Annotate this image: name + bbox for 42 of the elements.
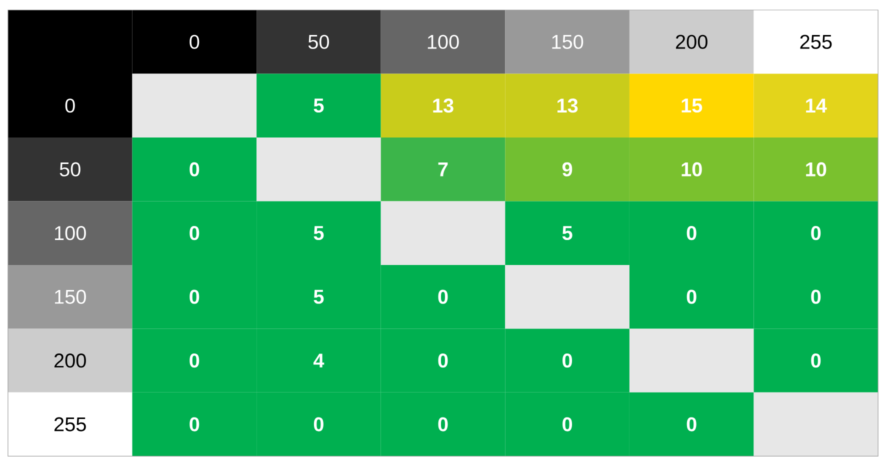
data-label: 0: [686, 290, 696, 304]
data-label: 9: [562, 162, 572, 176]
x-tick-label: 100: [428, 34, 459, 49]
y-tick-label: 50: [60, 162, 80, 176]
data-label: 15: [682, 98, 702, 113]
data-label: 0: [686, 417, 696, 432]
data-label: 0: [686, 226, 696, 240]
data-label: 10: [682, 162, 702, 176]
data-label: 4: [313, 354, 324, 368]
data-label: 0: [190, 290, 200, 304]
data-label: 0: [438, 290, 448, 304]
x-tick-label: 255: [800, 34, 832, 49]
data-label: 13: [433, 98, 454, 113]
x-tick-label: 200: [676, 34, 708, 49]
data-label: 0: [190, 226, 200, 240]
y-tick-label: 100: [55, 226, 86, 240]
y-tick-label: 255: [54, 417, 86, 432]
data-label: 14: [806, 98, 827, 112]
data-label: 0: [438, 417, 448, 432]
data-label: 0: [190, 354, 200, 368]
data-label: 0: [190, 162, 200, 176]
data-label: 0: [811, 290, 821, 304]
data-label: 0: [438, 354, 448, 368]
data-label: 5: [314, 98, 324, 113]
data-label: 0: [562, 417, 572, 432]
y-tick-label: 200: [54, 354, 86, 368]
data-label: 13: [557, 98, 578, 113]
data-label: 0: [562, 354, 572, 368]
data-label: 0: [314, 417, 324, 432]
data-label: 0: [811, 226, 821, 240]
x-tick-label: 150: [552, 34, 584, 49]
y-tick-label: 150: [55, 290, 86, 304]
x-tick-label: 0: [190, 34, 200, 49]
data-label: 0: [190, 417, 200, 432]
data-label: 0: [811, 354, 821, 368]
data-label: 5: [562, 226, 572, 240]
data-label: 7: [438, 162, 448, 176]
x-tick-label: 50: [308, 34, 329, 49]
data-label: 5: [314, 290, 324, 304]
data-label: 5: [314, 226, 324, 240]
y-tick-label: 0: [65, 98, 75, 113]
data-label: 10: [806, 162, 826, 176]
